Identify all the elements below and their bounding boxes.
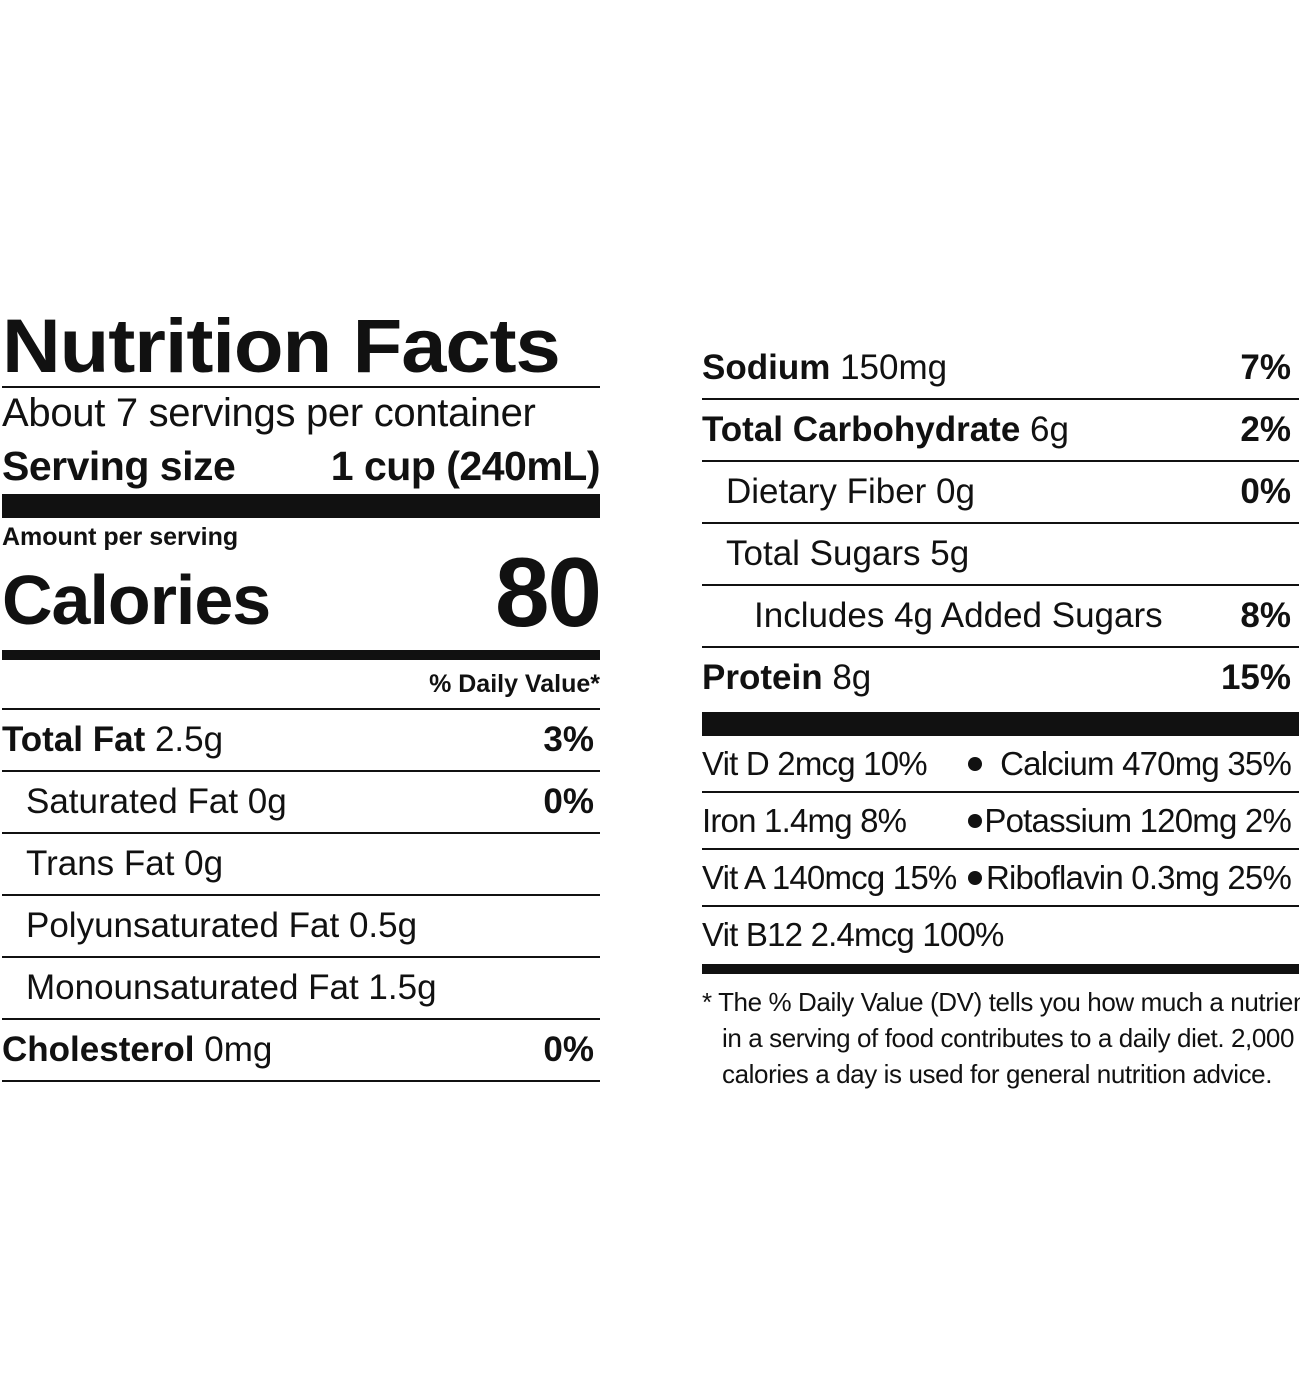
divider (2, 708, 600, 710)
thick-divider (702, 712, 1299, 736)
daily-value-header: % Daily Value* (429, 670, 600, 698)
nutrient-name: Dietary Fiber 0g (726, 472, 975, 511)
nutrient-name: Includes 4g Added Sugars (754, 596, 1163, 635)
nutrient-row-total-fat: Total Fat 2.5g 3% (2, 710, 600, 772)
bullet-icon (968, 870, 982, 885)
nutrient-row-protein: Protein 8g 15% (702, 648, 1299, 708)
vitamin-row: Vit B12 2.4mcg 100% (702, 907, 1299, 962)
nutrient-name: Sodium (702, 348, 831, 387)
nutrient-dv: 8% (1240, 596, 1291, 635)
medium-divider (2, 650, 600, 660)
nutrient-amount: 0mg (204, 1030, 273, 1069)
medium-divider (702, 964, 1299, 974)
nutrient-row-monounsaturated-fat: Monounsaturated Fat 1.5g (2, 958, 600, 1020)
potassium: Potassium 120mg 2% (984, 801, 1291, 839)
nutrient-row-added-sugars: Includes 4g Added Sugars 8% (702, 586, 1299, 648)
servings-per-container: About 7 servings per container (2, 391, 536, 435)
nutrient-dv: 0% (543, 1030, 594, 1069)
nutrient-name: Polyunsaturated Fat 0.5g (26, 906, 418, 945)
vitamin-row: Vit D 2mcg 10% Calcium 470mg 35% (702, 736, 1299, 793)
footnote-line: in a serving of food contributes to a da… (722, 1023, 1295, 1053)
serving-size-label: Serving size (2, 443, 236, 489)
iron: Iron 1.4mg 8% (702, 801, 907, 839)
nutrient-row-cholesterol: Cholesterol 0mg 0% (2, 1020, 600, 1082)
nutrient-name: Total Carbohydrate (702, 410, 1021, 449)
daily-value-footnote: * The % Daily Value (DV) tells you how m… (702, 984, 1300, 1092)
riboflavin: Riboflavin 0.3mg 25% (985, 858, 1292, 896)
nutrient-dv: 2% (1240, 410, 1291, 449)
nutrient-name: Monounsaturated Fat 1.5g (26, 968, 437, 1007)
nutrient-row-sodium: Sodium 150mg 7% (702, 338, 1299, 400)
vitamin-row: Vit A 140mcg 15% Riboflavin 0.3mg 25% (702, 850, 1299, 907)
nutrient-name: Protein (702, 658, 823, 697)
vitamin-d: Vit D 2mcg 10% (702, 744, 928, 782)
nutrient-name: Cholesterol (2, 1030, 195, 1069)
thick-divider (2, 494, 600, 518)
calories-value: 80 (494, 537, 602, 647)
footnote-line: * The % Daily Value (DV) tells you how m… (702, 987, 1300, 1017)
serving-size: Serving size 1 cup (240mL) (2, 438, 601, 494)
nutrition-facts-title: Nutrition Facts (2, 304, 561, 389)
nutrient-row-total-carbohydrate: Total Carbohydrate 6g 2% (702, 400, 1299, 462)
bullet-icon (968, 756, 982, 771)
nutrient-amount: 150mg (840, 348, 948, 387)
amount-per-serving: Amount per serving (2, 523, 239, 551)
nutrient-name: Trans Fat 0g (26, 844, 224, 883)
nutrient-amount: 8g (832, 658, 872, 697)
nutrient-row-total-sugars: Total Sugars 5g (702, 524, 1299, 586)
nutrient-name: Total Sugars 5g (726, 534, 970, 573)
nutrient-row-saturated-fat: Saturated Fat 0g 0% (2, 772, 600, 834)
nutrient-row-dietary-fiber: Dietary Fiber 0g 0% (702, 462, 1299, 524)
nutrient-amount: 6g (1030, 410, 1069, 449)
calories-label: Calories (2, 561, 271, 639)
nutrition-label-left-panel: Nutrition Facts About 7 servings per con… (2, 308, 602, 1082)
calcium: Calcium 470mg 35% (1000, 744, 1292, 782)
footnote-line: calories a day is used for general nutri… (722, 1059, 1273, 1089)
nutrient-dv: 15% (1220, 658, 1291, 697)
vitamin-row: Iron 1.4mg 8% Potassium 120mg 2% (702, 793, 1299, 850)
nutrient-dv: 0% (1240, 472, 1291, 511)
calories-row: Calories 80 (2, 543, 602, 641)
vitamin-a: Vit A 140mcg 15% (702, 858, 957, 896)
nutrient-row-polyunsaturated-fat: Polyunsaturated Fat 0.5g (2, 896, 600, 958)
nutrient-row-trans-fat: Trans Fat 0g (2, 834, 600, 896)
nutrient-amount: 2.5g (154, 720, 224, 759)
nutrient-name: Saturated Fat 0g (26, 782, 287, 821)
nutrient-dv: 7% (1240, 348, 1291, 387)
serving-size-value: 1 cup (240mL) (330, 443, 601, 489)
vitamin-b12: Vit B12 2.4mcg 100% (702, 915, 1004, 953)
nutrient-name: Total Fat (2, 720, 146, 759)
bullet-icon (968, 813, 982, 828)
nutrient-dv: 3% (543, 720, 594, 759)
nutrition-label-right-panel: Sodium 150mg 7% Total Carbohydrate 6g 2%… (702, 338, 1300, 1092)
divider (2, 386, 600, 388)
nutrient-dv: 0% (543, 782, 594, 821)
